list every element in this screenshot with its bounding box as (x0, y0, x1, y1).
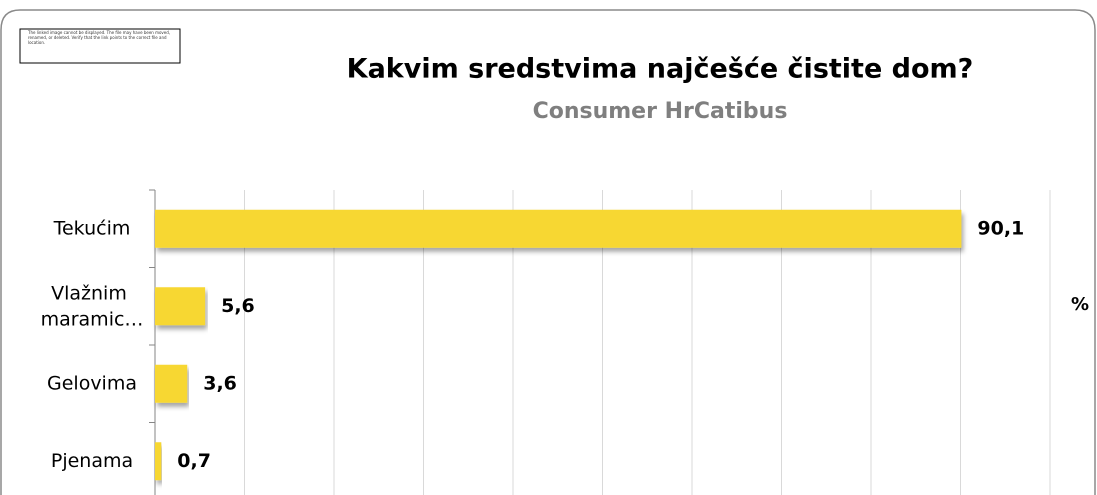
image-placeholder: The linked image cannot be displayed. Th… (28, 30, 171, 45)
bar (155, 287, 206, 326)
chart-frame (0, 9, 1096, 495)
y-tick-label: Vlažnim maramic… (41, 282, 144, 330)
bar (155, 442, 162, 481)
data-label: 3,6 (203, 372, 237, 394)
data-label: 5,6 (221, 295, 255, 317)
y-tick-label: Pjenama (51, 450, 133, 472)
chart-subtitle: Consumer HrCatibus (533, 99, 788, 124)
y-tick-label: Gelovima (47, 372, 137, 394)
image-placeholder-box (19, 28, 181, 64)
bar (155, 364, 188, 403)
x-axis-label: % (1071, 294, 1089, 315)
chart-title: Kakvim sredstvima najčešće čistite dom? (347, 54, 974, 85)
y-tick-label-line: maramic… (41, 308, 144, 330)
image-placeholder-text: The linked image cannot be displayed. Th… (28, 30, 171, 45)
y-tick-label-line: Vlažnim (51, 282, 133, 304)
bar (155, 209, 962, 248)
data-label: 0,7 (177, 450, 211, 472)
y-tick-label: Tekućim (53, 217, 131, 239)
data-label: 90,1 (977, 217, 1024, 239)
